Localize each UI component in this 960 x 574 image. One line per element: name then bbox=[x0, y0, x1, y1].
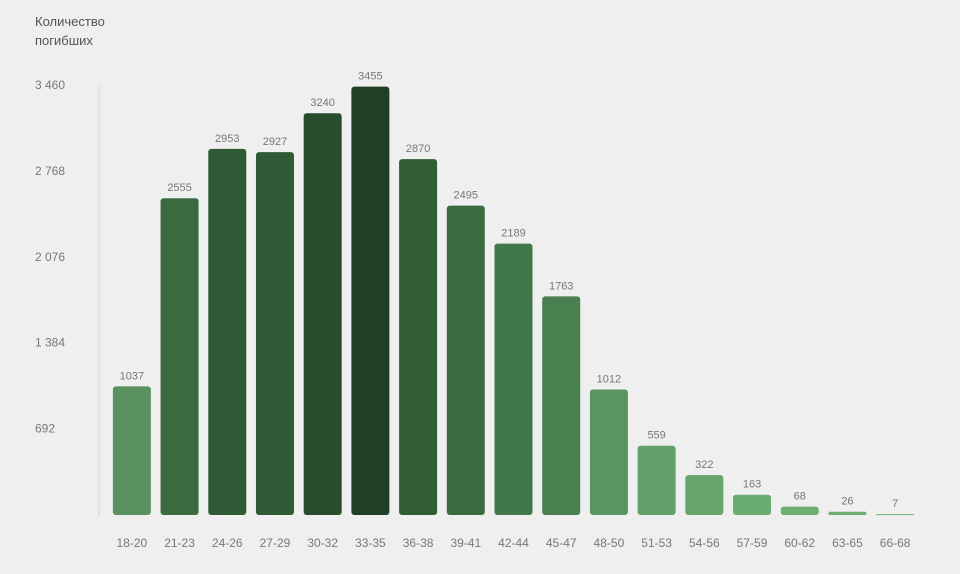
x-tick-label: 57-59 bbox=[737, 536, 768, 550]
bar bbox=[685, 475, 724, 515]
x-tick-label: 42-44 bbox=[498, 536, 529, 550]
x-tick-label: 48-50 bbox=[594, 536, 625, 550]
bar bbox=[828, 511, 867, 515]
x-tick-label: 39-41 bbox=[450, 536, 481, 550]
bar bbox=[637, 445, 676, 515]
value-label: 2495 bbox=[454, 190, 478, 202]
value-label: 2870 bbox=[406, 143, 430, 155]
y-tick-label: 3 460 bbox=[35, 78, 65, 92]
y-axis-title: Количество погибших bbox=[35, 14, 105, 48]
x-tick-label: 24-26 bbox=[212, 536, 243, 550]
bar bbox=[351, 86, 390, 516]
x-tick-label: 45-47 bbox=[546, 536, 577, 550]
bar bbox=[589, 389, 628, 515]
bar bbox=[542, 296, 581, 515]
x-tick-label: 66-68 bbox=[880, 536, 911, 550]
y-tick-label: 2 768 bbox=[35, 164, 65, 178]
value-label: 68 bbox=[794, 490, 806, 502]
value-label: 559 bbox=[647, 430, 665, 442]
value-label: 3240 bbox=[310, 97, 334, 109]
bar bbox=[160, 198, 199, 515]
bar bbox=[446, 205, 485, 515]
bar bbox=[399, 159, 438, 515]
value-label: 7 bbox=[892, 498, 898, 510]
x-tick-label: 63-65 bbox=[832, 536, 863, 550]
value-label: 1037 bbox=[120, 370, 144, 382]
value-label: 26 bbox=[841, 496, 853, 508]
x-tick-label: 54-56 bbox=[689, 536, 720, 550]
x-tick-label: 30-32 bbox=[307, 536, 338, 550]
bar bbox=[494, 243, 533, 516]
value-label: 1763 bbox=[549, 280, 573, 292]
bar bbox=[876, 514, 915, 516]
y-tick-label: 692 bbox=[35, 421, 55, 435]
bar bbox=[780, 506, 819, 515]
x-tick-label: 51-53 bbox=[641, 536, 672, 550]
value-label: 322 bbox=[695, 459, 713, 471]
value-label: 3455 bbox=[358, 71, 382, 83]
x-tick-label: 60-62 bbox=[784, 536, 815, 550]
x-tick-label: 33-35 bbox=[355, 536, 386, 550]
bar bbox=[733, 494, 772, 515]
y-tick-label: 1 384 bbox=[35, 336, 65, 350]
bar bbox=[255, 152, 294, 516]
value-label: 2953 bbox=[215, 133, 239, 145]
bar bbox=[303, 113, 342, 515]
x-tick-label: 18-20 bbox=[117, 536, 148, 550]
bar bbox=[112, 386, 151, 515]
value-label: 2927 bbox=[263, 136, 287, 148]
value-label: 1012 bbox=[597, 373, 621, 385]
x-tick-label: 21-23 bbox=[164, 536, 195, 550]
value-label: 2189 bbox=[501, 227, 525, 239]
x-tick-label: 36-38 bbox=[403, 536, 434, 550]
y-tick-label: 2 076 bbox=[35, 250, 65, 264]
bar bbox=[208, 148, 247, 516]
x-tick-label: 27-29 bbox=[260, 536, 291, 550]
value-label: 163 bbox=[743, 479, 761, 491]
value-label: 2555 bbox=[167, 182, 191, 194]
